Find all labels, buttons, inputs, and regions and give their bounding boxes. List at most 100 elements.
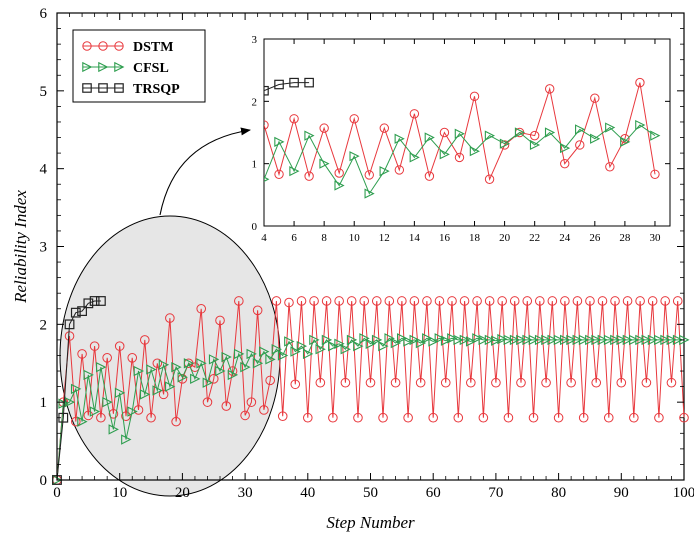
inset-point-dstm-6 — [289, 114, 299, 124]
point-cfsl-81 — [560, 334, 571, 346]
inset-point-cfsl-18 — [469, 146, 480, 157]
point-cfsl-15 — [146, 364, 157, 375]
inset-point-cfsl-10 — [349, 151, 360, 162]
point-cfsl-89 — [610, 334, 621, 346]
line-trsqp — [56, 300, 101, 481]
point-dstm-89 — [610, 296, 620, 306]
inset-point-dstm-19 — [484, 174, 495, 184]
point-dstm-97 — [660, 296, 670, 306]
inset-point-cfsl-26 — [590, 133, 601, 144]
point-cfsl-94 — [641, 334, 652, 346]
inset-point-dstm-26 — [590, 93, 600, 103]
point-dstm-9 — [108, 409, 119, 419]
point-cfsl-96 — [654, 334, 665, 346]
inset-line-dstm — [264, 82, 656, 182]
inset-point-cfsl-5 — [274, 136, 285, 147]
point-dstm-55 — [397, 296, 407, 306]
point-cfsl-45 — [334, 338, 345, 349]
point-dstm-3 — [71, 416, 81, 427]
point-dstm-82 — [566, 377, 576, 388]
point-cfsl-93 — [635, 334, 646, 346]
point-dstm-96 — [654, 412, 664, 423]
inset-point-dstm-17 — [454, 152, 465, 163]
point-cfsl-48 — [353, 340, 364, 352]
point-dstm-70 — [491, 377, 501, 388]
point-cfsl-85 — [585, 334, 596, 346]
point-dstm-65 — [459, 296, 470, 306]
point-dstm-86 — [591, 377, 602, 388]
point-dstm-29 — [234, 296, 244, 306]
inset-point-dstm-22 — [529, 130, 540, 141]
point-dstm-76 — [528, 412, 539, 423]
point-dstm-25 — [208, 374, 219, 384]
y-tick-label: 0 — [40, 473, 48, 489]
inset-point-dstm-25 — [575, 140, 585, 150]
point-trsqp-4 — [77, 306, 87, 317]
point-cfsl-72 — [503, 334, 514, 346]
point-dstm-53 — [384, 296, 395, 306]
point-cfsl-82 — [566, 334, 577, 346]
inset-point-trsqp-4 — [264, 85, 269, 96]
inset-point-cfsl-15 — [424, 132, 435, 143]
inset-x-tick-label: 24 — [559, 232, 571, 244]
point-cfsl-100 — [679, 334, 690, 346]
legend-marker-dstm — [82, 41, 92, 51]
point-cfsl-38 — [290, 346, 301, 357]
point-dstm-47 — [346, 296, 357, 306]
point-cfsl-29 — [233, 348, 245, 360]
point-dstm-73 — [509, 296, 520, 306]
legend-marker-dstm — [98, 41, 108, 51]
inset-x-tick-label: 6 — [291, 232, 297, 244]
point-dstm-62 — [440, 377, 451, 388]
point-dstm-84 — [578, 412, 589, 423]
inset-x-tick-label: 14 — [409, 232, 421, 244]
point-dstm-46 — [340, 377, 351, 388]
point-dstm-85 — [585, 296, 595, 306]
legend-label-cfsl: CFSL — [133, 61, 169, 76]
inset-point-cfsl-20 — [499, 138, 511, 149]
point-cfsl-83 — [572, 334, 583, 346]
inset-point-dstm-15 — [424, 171, 435, 181]
inset-point-cfsl-24 — [559, 142, 571, 154]
point-cfsl-16 — [152, 385, 163, 396]
point-dstm-77 — [534, 296, 545, 306]
point-cfsl-64 — [453, 334, 464, 346]
point-dstm-26 — [215, 315, 225, 326]
point-cfsl-97 — [660, 334, 671, 346]
point-dstm-24 — [202, 397, 213, 407]
inset-x-tick-label: 4 — [261, 232, 267, 244]
zoom-arrow — [159, 127, 251, 216]
point-dstm-51 — [371, 296, 382, 306]
point-dstm-35 — [271, 296, 282, 306]
point-cfsl-74 — [516, 334, 527, 346]
point-cfsl-71 — [497, 333, 508, 345]
x-tick-label: 20 — [175, 485, 190, 501]
point-dstm-92 — [629, 412, 639, 423]
legend: DSTM CFSL TRSQP — [72, 29, 206, 103]
point-dstm-80 — [553, 412, 564, 423]
point-dstm-87 — [597, 296, 608, 306]
point-dstm-90 — [616, 377, 627, 388]
point-dstm-67 — [472, 296, 482, 306]
inset-x-tick-label: 16 — [439, 232, 451, 244]
inset-point-cfsl-9 — [334, 180, 345, 191]
point-cfsl-59 — [422, 333, 433, 344]
point-dstm-50 — [365, 377, 376, 388]
inset-point-cfsl-28 — [620, 136, 631, 147]
point-dstm-88 — [603, 412, 614, 423]
point-dstm-91 — [622, 296, 633, 306]
point-cfsl-7 — [96, 361, 107, 373]
point-dstm-44 — [328, 412, 338, 423]
point-cfsl-50 — [365, 338, 377, 349]
point-cfsl-65 — [459, 334, 471, 346]
point-cfsl-88 — [603, 334, 615, 346]
point-cfsl-69 — [484, 334, 496, 346]
x-tick-label: 90 — [614, 485, 629, 501]
x-tick-label: 80 — [551, 485, 566, 501]
inset-point-cfsl-7 — [304, 130, 315, 141]
inset-point-dstm-16 — [439, 127, 450, 138]
point-dstm-36 — [277, 411, 288, 421]
point-cfsl-79 — [547, 334, 558, 346]
point-cfsl-44 — [328, 340, 339, 352]
